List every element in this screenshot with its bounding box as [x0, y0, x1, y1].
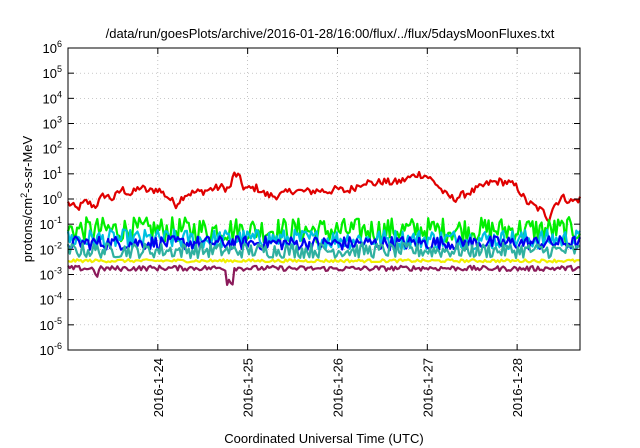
x-tick-label: 2016-1-27: [420, 358, 435, 417]
y-tick-label: 106: [43, 39, 62, 56]
chart-title: /data/run/goesPlots/archive/2016-01-28/1…: [106, 26, 555, 41]
series-line: [67, 234, 582, 252]
axes-ticks: 10-6 10-5 10-4 10-3 10-2 10-1 100 101 102 103 104 1…: [40, 39, 580, 417]
y-tick-label: 104: [43, 89, 62, 106]
x-tick-label: 2016-1-24: [151, 358, 166, 417]
y-tick-label: 105: [43, 64, 62, 81]
series-lines: [66, 170, 582, 286]
series-line: [67, 170, 582, 223]
series-line: [66, 241, 581, 260]
x-tick-label: 2016-1-25: [241, 358, 256, 417]
x-tick-label: 2016-1-28: [510, 358, 525, 417]
series-line: [67, 258, 581, 264]
y-axis-label: protons/cm2-s-sr-MeV: [19, 135, 35, 262]
series-line: [67, 264, 581, 286]
grid-lines: [68, 48, 580, 350]
y-tick-label: 102: [43, 140, 62, 157]
y-tick-label: 101: [43, 165, 62, 182]
y-tick-label: 103: [43, 115, 62, 132]
y-tick-label: 10-4: [40, 291, 62, 308]
x-tick-label: 2016-1-26: [330, 358, 345, 417]
y-tick-label: 10-1: [40, 215, 62, 232]
y-tick-label: 10-2: [40, 240, 62, 257]
x-axis-label: Coordinated Universal Time (UTC): [224, 431, 423, 446]
y-tick-label: 10-6: [40, 341, 62, 358]
y-tick-label: 100: [43, 190, 62, 207]
series-line: [66, 216, 581, 244]
y-tick-label: 10-5: [40, 316, 62, 333]
y-tick-label: 10-3: [40, 266, 62, 283]
